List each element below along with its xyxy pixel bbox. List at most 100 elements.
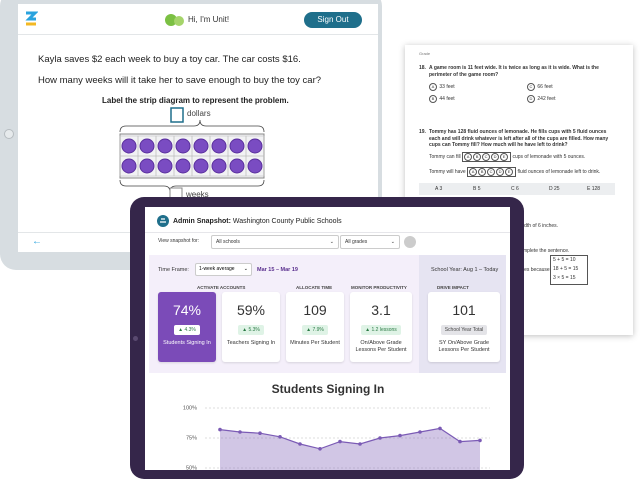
equation: 18 + 5 = 15 <box>553 266 579 272</box>
select-value: All grades <box>345 239 368 245</box>
coin <box>193 158 209 174</box>
answer-choice: C 6 <box>511 186 519 192</box>
option-text: 33 feet <box>439 84 455 90</box>
school-select[interactable]: All schools ⌄ <box>211 235 339 249</box>
answer-choice: B 5 <box>473 186 481 192</box>
point <box>318 447 322 451</box>
option-letter: B <box>429 95 437 103</box>
divider <box>145 232 510 233</box>
camera <box>133 336 138 341</box>
bubble: A <box>464 153 473 161</box>
bubble: D <box>491 153 500 161</box>
strip-cell <box>245 155 265 177</box>
point <box>338 439 342 444</box>
instruction-text: Label the strip diagram to represent the… <box>102 96 289 105</box>
fragment: mplete the sentence. <box>523 248 570 254</box>
line-chart: Students Signing In 100% 75% 50% <box>183 382 490 470</box>
text: Tommy will have <box>429 169 466 175</box>
metric-card: 101 School Year Total SY On/Above Grade Le… <box>428 292 500 362</box>
text: fluid ounces of lemonade left to drink. <box>517 169 601 175</box>
grade-select[interactable]: All grades ⌄ <box>340 235 400 249</box>
coin <box>247 158 263 174</box>
metric-value: 101 <box>452 302 476 318</box>
option-letter: D <box>527 95 535 103</box>
bubble: E <box>505 168 514 176</box>
metric-change: School Year Total <box>440 325 488 335</box>
school-year: School Year: Aug 1 – Today <box>431 267 498 273</box>
equation: 3 × 5 = 15 <box>553 275 576 281</box>
section-header: ACTIVATE ACCOUNTS <box>197 285 246 290</box>
metric-value: 59% <box>236 302 266 318</box>
date-range: Mar 15 – Mar 19 <box>257 267 298 273</box>
bubble: B <box>478 168 487 176</box>
point <box>218 427 222 432</box>
option-text: 44 feet <box>439 96 455 102</box>
line <box>219 427 481 450</box>
title-bold: Admin Snapshot: <box>173 218 231 225</box>
bubble: D <box>496 168 505 176</box>
strip-bottom-label: weeks <box>186 190 209 199</box>
metric-change: ▲ 1.2 lessons <box>361 325 401 335</box>
back-arrow[interactable]: ← <box>32 236 42 247</box>
metric-change: ▲ 5.3% <box>238 325 264 335</box>
coin <box>175 138 191 154</box>
answer-choice: D 25 <box>549 186 560 192</box>
section-header: MONITOR PRODUCTIVITY <box>351 285 407 290</box>
option-letter: A <box>429 83 437 91</box>
bubble: B <box>473 153 482 161</box>
sign-out-button[interactable]: Sign Out <box>304 12 362 28</box>
coin <box>247 138 263 154</box>
greeting: Hi, I'm Unit! <box>188 15 230 24</box>
metric-label: SY On/Above Grade Lessons Per Student <box>438 340 490 353</box>
metric-change: ▲ 7.9% <box>302 325 328 335</box>
y-tick-label: 75% <box>186 435 197 441</box>
y-tick-label: 100% <box>183 405 197 411</box>
section-header: ALLOCATE TIME <box>296 285 333 290</box>
bubble: C <box>487 168 496 176</box>
coin <box>157 158 173 174</box>
coin <box>193 138 209 154</box>
time-frame-select[interactable]: 1-week average ⌄ <box>195 263 252 276</box>
unit-icon <box>165 14 184 26</box>
metric-value: 109 <box>303 302 327 318</box>
logo <box>157 215 169 227</box>
bubble: E <box>500 153 509 161</box>
point <box>458 439 462 444</box>
range: Aug 1 – Today <box>463 267 499 273</box>
text: Tommy can fill <box>429 154 461 160</box>
point <box>478 438 482 443</box>
point <box>258 431 262 435</box>
answer-row <box>419 183 615 195</box>
question-number: 18. <box>419 65 426 71</box>
answer-choice: A 3 <box>435 186 443 192</box>
coin <box>175 158 191 174</box>
answer-choice: E 128 <box>587 186 601 192</box>
metric-card: 109 ▲ 7.9% Minutes Per Student <box>286 292 344 362</box>
metric-label: Teachers Signing In <box>226 340 276 346</box>
point <box>378 436 382 440</box>
question-text: How many weeks will it take her to save … <box>38 75 322 86</box>
point <box>438 426 442 431</box>
coin <box>211 158 227 174</box>
coin <box>229 158 245 174</box>
coin <box>229 138 245 154</box>
go-button[interactable] <box>404 236 416 248</box>
coin <box>211 138 227 154</box>
option-text: 66 feet <box>537 84 553 90</box>
select-value: All schools <box>216 239 240 245</box>
metric-label: Students Signing In <box>163 340 211 346</box>
coin <box>139 158 155 174</box>
home-button <box>4 129 14 139</box>
top-bar <box>18 4 378 35</box>
fragment: idth of 6 inches. <box>523 223 559 229</box>
coin <box>139 138 155 154</box>
view-label: View snapshot for: <box>158 238 200 244</box>
section-header: DRIVE IMPACT <box>437 285 469 290</box>
question-text: Tommy has 128 fluid ounces of lemonade. … <box>429 129 609 148</box>
dashboard: Admin Snapshot: Washington County Public… <box>145 207 510 470</box>
option-text: 242 feet <box>537 96 556 102</box>
point <box>298 442 302 446</box>
equation-box <box>550 255 588 285</box>
